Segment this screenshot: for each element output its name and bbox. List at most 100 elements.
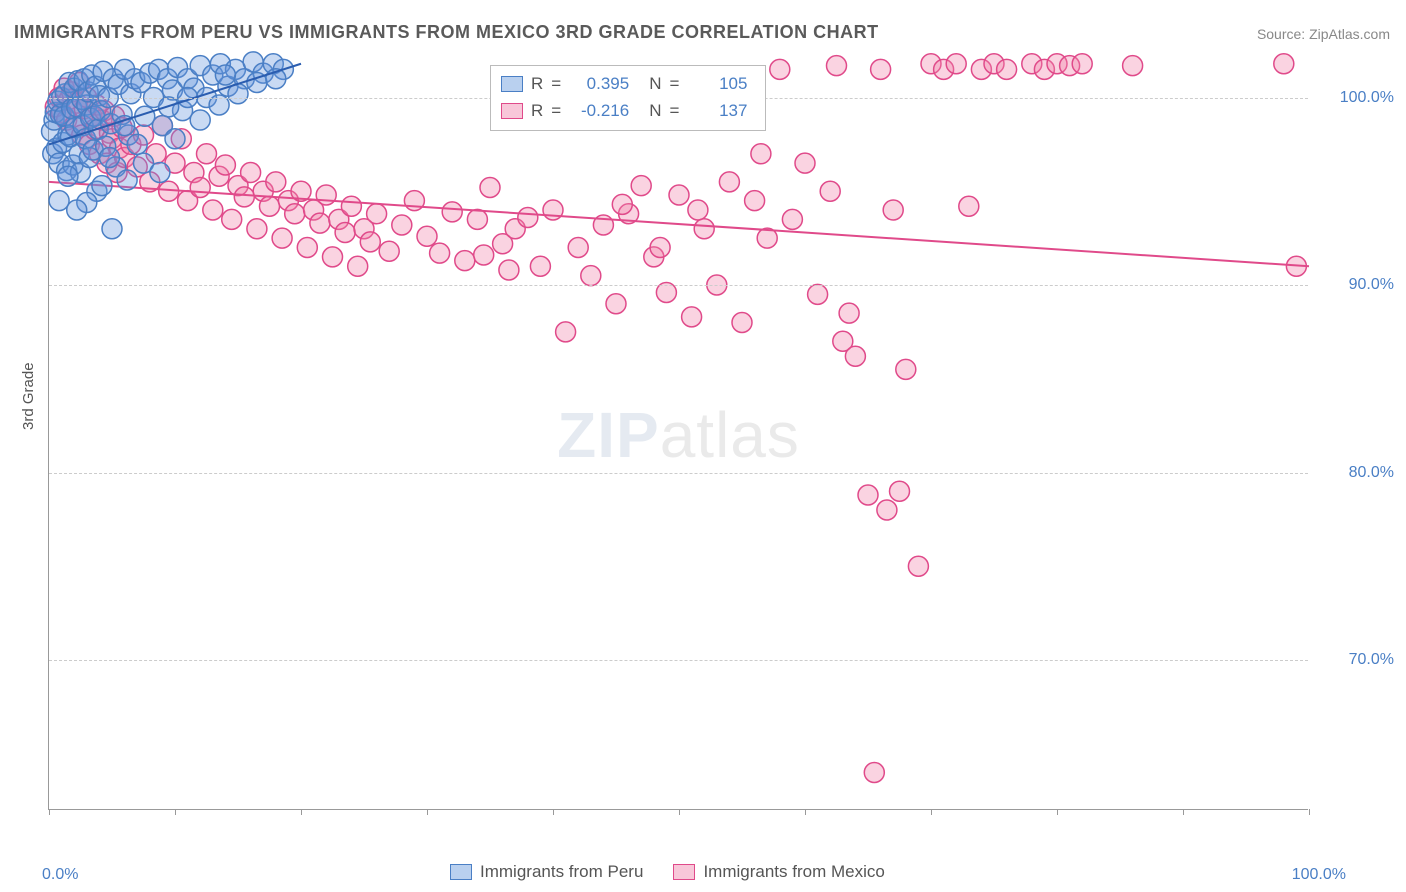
data-point-mexico: [694, 219, 714, 239]
r-label-2: R: [531, 97, 543, 124]
data-point-mexico: [1072, 54, 1092, 74]
equals-label-4: =: [670, 97, 680, 124]
source-link[interactable]: ZipAtlas.com: [1309, 26, 1390, 42]
data-point-mexico: [297, 238, 317, 258]
data-point-mexico: [310, 213, 330, 233]
data-point-mexico: [241, 163, 261, 183]
swatch-mexico-2: [673, 864, 695, 880]
data-point-mexico: [556, 322, 576, 342]
swatch-mexico: [501, 103, 523, 119]
data-point-peru: [58, 166, 78, 186]
data-point-peru: [215, 65, 235, 85]
data-point-mexico: [430, 243, 450, 263]
data-point-mexico: [631, 176, 651, 196]
xtick: [301, 809, 302, 815]
data-point-mexico: [260, 196, 280, 216]
legend-row-mexico: R = -0.216 N = 137: [501, 97, 747, 124]
scatter-svg: [49, 60, 1308, 809]
data-point-mexico: [959, 196, 979, 216]
n-label: N: [649, 70, 661, 97]
equals-label-2: =: [670, 70, 680, 97]
data-point-mexico: [820, 181, 840, 201]
data-point-mexico: [335, 223, 355, 243]
data-point-mexico: [1274, 54, 1294, 74]
data-point-mexico: [222, 209, 242, 229]
data-point-mexico: [612, 194, 632, 214]
data-point-peru: [99, 148, 119, 168]
data-point-mexico: [864, 763, 884, 783]
r-label: R: [531, 70, 543, 97]
source-attribution: Source: ZipAtlas.com: [1257, 26, 1390, 42]
equals-label-3: =: [551, 97, 561, 124]
n-label-2: N: [649, 97, 661, 124]
xtick-label-left: 0.0%: [42, 866, 78, 884]
gridline-h: [49, 285, 1308, 286]
data-point-mexico: [808, 284, 828, 304]
data-point-mexico: [669, 185, 689, 205]
data-point-mexico: [480, 178, 500, 198]
mexico-n-value: 137: [687, 97, 747, 124]
xtick: [427, 809, 428, 815]
xtick: [931, 809, 932, 815]
data-point-mexico: [455, 251, 475, 271]
data-point-mexico: [845, 346, 865, 366]
gridline-h: [49, 473, 1308, 474]
legend-row-peru: R = 0.395 N = 105: [501, 70, 747, 97]
data-point-peru: [67, 200, 87, 220]
data-point-mexico: [883, 200, 903, 220]
data-point-mexico: [896, 359, 916, 379]
data-point-mexico: [197, 144, 217, 164]
xtick: [49, 809, 50, 815]
data-point-mexico: [272, 228, 292, 248]
data-point-peru: [49, 191, 69, 211]
data-point-mexico: [215, 155, 235, 175]
data-point-mexico: [827, 56, 847, 76]
ytick-label: 100.0%: [1340, 89, 1394, 107]
data-point-mexico: [266, 172, 286, 192]
data-point-mexico: [234, 187, 254, 207]
data-point-mexico: [323, 247, 343, 267]
data-point-mexico: [203, 200, 223, 220]
data-point-mexico: [719, 172, 739, 192]
data-point-mexico: [839, 303, 859, 323]
data-point-mexico: [474, 245, 494, 265]
data-point-mexico: [871, 59, 891, 79]
y-axis-label: 3rd Grade: [20, 362, 37, 430]
data-point-mexico: [682, 307, 702, 327]
data-point-mexico: [360, 232, 380, 252]
xtick: [1309, 809, 1310, 815]
xtick: [1057, 809, 1058, 815]
swatch-peru: [501, 76, 523, 92]
xtick: [1183, 809, 1184, 815]
peru-n-value: 105: [687, 70, 747, 97]
data-point-mexico: [858, 485, 878, 505]
data-point-mexico: [997, 59, 1017, 79]
data-point-mexico: [530, 256, 550, 276]
data-point-mexico: [417, 226, 437, 246]
ytick-label: 70.0%: [1349, 651, 1394, 669]
ytick-label: 90.0%: [1349, 276, 1394, 294]
data-point-mexico: [688, 200, 708, 220]
xtick: [805, 809, 806, 815]
data-point-mexico: [379, 241, 399, 261]
data-point-mexico: [568, 238, 588, 258]
xtick: [175, 809, 176, 815]
equals-label: =: [551, 70, 561, 97]
peru-r-value: 0.395: [569, 70, 629, 97]
data-point-mexico: [782, 209, 802, 229]
peru-label: Immigrants from Peru: [480, 862, 643, 882]
data-point-mexico: [316, 185, 336, 205]
data-point-mexico: [606, 294, 626, 314]
xtick-label-right: 100.0%: [1292, 866, 1346, 884]
data-point-peru: [102, 219, 122, 239]
series-legend: Immigrants from Peru Immigrants from Mex…: [450, 862, 885, 882]
data-point-mexico: [442, 202, 462, 222]
data-point-mexico: [518, 208, 538, 228]
data-point-mexico: [341, 196, 361, 216]
ytick-label: 80.0%: [1349, 464, 1394, 482]
data-point-mexico: [392, 215, 412, 235]
chart-title: IMMIGRANTS FROM PERU VS IMMIGRANTS FROM …: [14, 22, 879, 43]
data-point-mexico: [650, 238, 670, 258]
legend-item-peru: Immigrants from Peru: [450, 862, 643, 882]
data-point-mexico: [499, 260, 519, 280]
